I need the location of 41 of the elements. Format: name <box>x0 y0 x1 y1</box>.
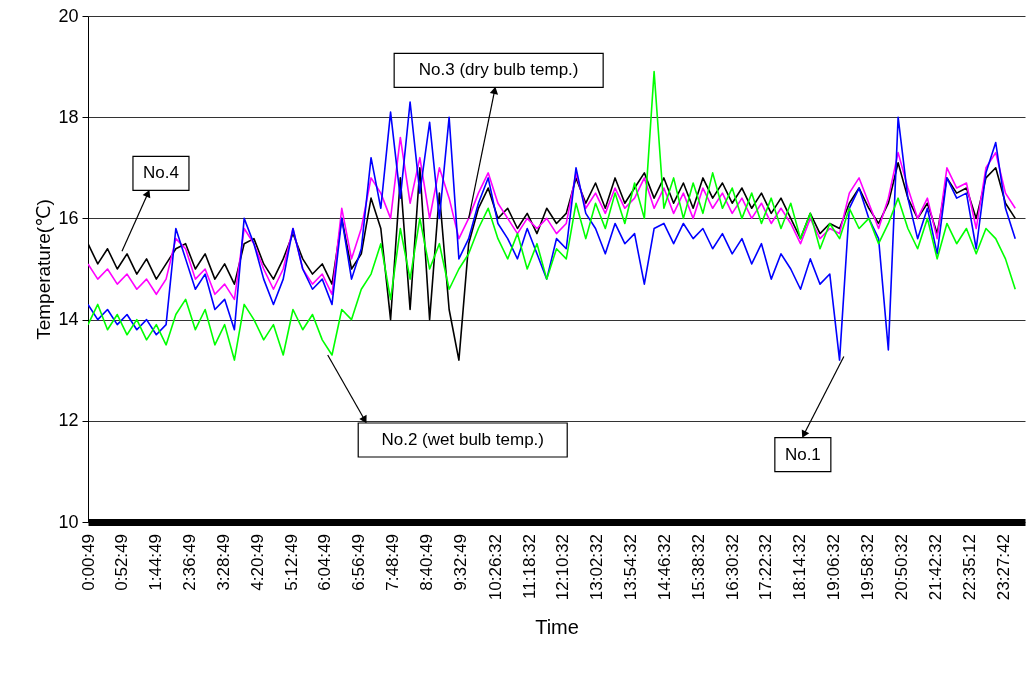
x-tick-label: 12:10:32 <box>553 534 573 601</box>
x-tick-label: 9:32:49 <box>450 534 470 591</box>
x-tick-label: 18:14:32 <box>790 534 810 601</box>
x-tick-label: 5:12:49 <box>281 534 301 591</box>
annotation: No.2 (wet bulb temp.) <box>381 430 544 450</box>
x-tick-label: 3:28:49 <box>213 534 233 591</box>
x-tick-label: 20:50:32 <box>891 534 911 601</box>
x-tick-label: 11:18:32 <box>519 534 539 599</box>
x-tick-label: 14:46:32 <box>654 534 674 601</box>
line-series <box>88 136 1017 301</box>
x-tick-label: 16:30:32 <box>722 534 742 601</box>
x-tick-label: 13:54:32 <box>621 534 641 601</box>
y-tick-label: 16 <box>58 207 79 228</box>
x-tick-label: 19:58:32 <box>857 534 877 601</box>
y-tick-label: 20 <box>58 5 79 26</box>
y-tick-label: 10 <box>58 511 79 532</box>
x-tick-label: 10:26:32 <box>485 534 505 601</box>
x-tick-label: 4:20:49 <box>247 534 267 591</box>
y-tick-label: 12 <box>58 410 79 431</box>
annotation: No.3 (dry bulb temp.) <box>418 60 579 80</box>
x-tick-label: 8:40:49 <box>416 534 436 591</box>
annotation: No.4 <box>143 163 179 183</box>
x-tick-label: 19:06:32 <box>824 534 844 601</box>
x-tick-label: 6:04:49 <box>315 534 335 591</box>
x-tick-label: 15:38:32 <box>688 534 708 601</box>
x-tick-label: 0:00:49 <box>78 534 98 591</box>
y-tick-label: 18 <box>58 106 79 127</box>
y-tick-label: 14 <box>58 309 79 330</box>
x-tick-label: 22:35:12 <box>959 534 979 601</box>
x-tick-label: 17:22:32 <box>756 534 776 601</box>
x-tick-label: 13:02:32 <box>587 534 607 601</box>
x-axis-title: Time <box>535 615 579 638</box>
x-tick-label: 21:42:32 <box>925 534 945 601</box>
x-tick-label: 0:52:49 <box>112 534 132 591</box>
y-axis-title: Temperature(℃) <box>33 199 55 340</box>
x-tick-label: 23:27:42 <box>993 534 1013 601</box>
annotation: No.1 <box>784 444 821 464</box>
x-tick-label: 7:48:49 <box>383 534 403 591</box>
x-tick-label: 1:44:49 <box>146 534 166 591</box>
x-tick-label: 2:36:49 <box>180 534 200 591</box>
x-tick-label: 6:56:49 <box>349 534 369 591</box>
